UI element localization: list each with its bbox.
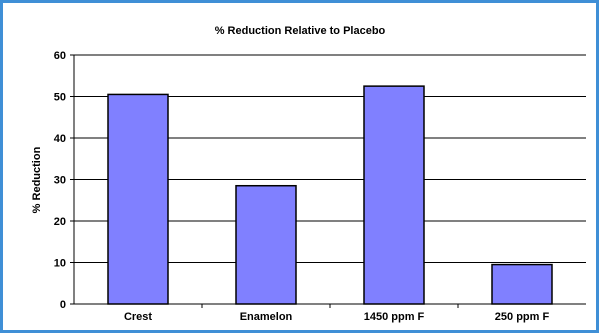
bar-crest — [107, 93, 169, 305]
chart-title: % Reduction Relative to Placebo — [215, 25, 386, 37]
y-tick-label: 60 — [54, 50, 66, 62]
bar-enamelon — [235, 184, 297, 305]
x-axis-labels: Crest Enamelon 1450 ppm F 250 ppm F — [124, 304, 550, 323]
y-tick-label: 10 — [54, 258, 66, 270]
x-tick-label: 1450 ppm F — [364, 311, 425, 323]
x-tick-label: Enamelon — [240, 311, 293, 323]
bars — [107, 85, 553, 305]
y-tick-label: 50 — [54, 92, 66, 104]
y-axis-ticks: 0 10 20 30 40 50 60 — [54, 50, 74, 311]
y-axis-label: % Reduction — [31, 146, 43, 213]
y-tick-label: 40 — [54, 133, 66, 145]
bar-250-ppm-f — [491, 263, 553, 305]
x-tick-label: 250 ppm F — [495, 311, 550, 323]
y-tick-label: 30 — [54, 175, 66, 187]
x-tick-label: Crest — [124, 311, 152, 323]
bar-1450-ppm-f — [363, 85, 425, 305]
y-tick-label: 0 — [60, 299, 66, 311]
y-tick-label: 20 — [54, 216, 66, 228]
